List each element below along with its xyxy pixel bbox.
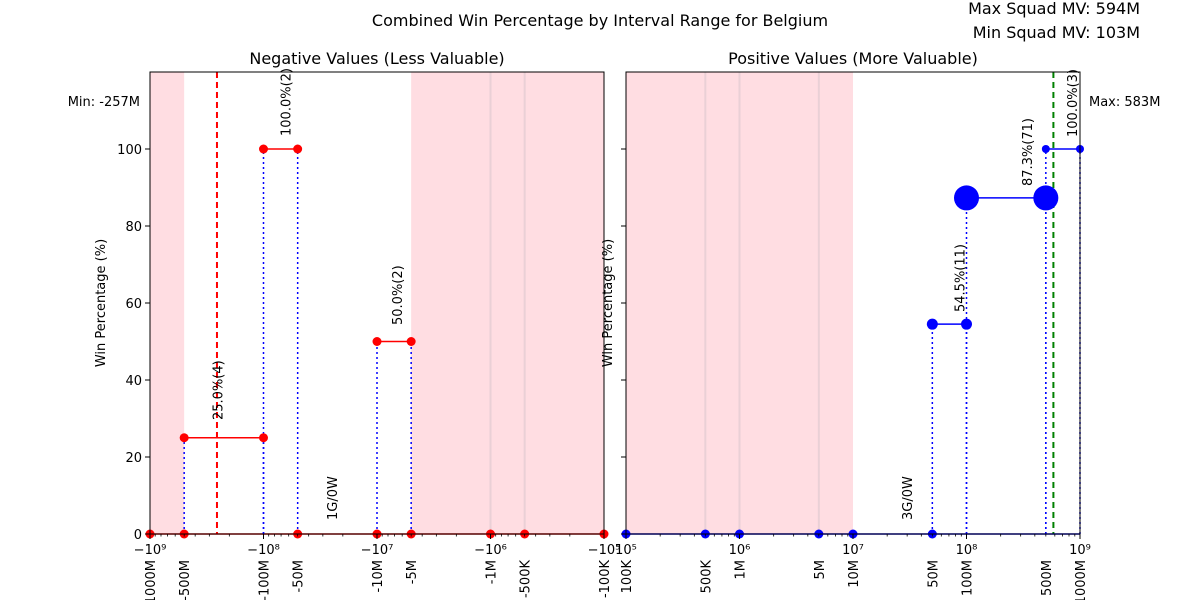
segment-label: 87.3%(71) xyxy=(1021,118,1036,186)
games-annotation: 3G/0W xyxy=(901,476,916,520)
interval-label: -500M xyxy=(178,560,193,600)
interval-label: -5M xyxy=(405,560,420,584)
interval-label: 100K xyxy=(620,560,635,594)
segment-point xyxy=(259,433,268,443)
segment-label: 25.0%(4) xyxy=(212,360,227,420)
x-tick-label: −10⁵ xyxy=(588,543,621,558)
interval-label: -50M xyxy=(292,560,307,592)
segment-label: 50.0%(2) xyxy=(391,265,406,325)
segment-point xyxy=(1033,185,1059,211)
interval-label: 500K xyxy=(699,560,714,594)
segment-point xyxy=(406,337,416,346)
chart-title: Combined Win Percentage by Interval Rang… xyxy=(372,11,828,30)
segment-point xyxy=(372,337,382,346)
segment-point xyxy=(259,144,268,154)
segment-label: 54.5%(11) xyxy=(953,244,968,312)
x-tick-label: 10⁷ xyxy=(842,543,864,558)
reference-line-label: Min: -257M xyxy=(68,95,140,110)
y-axis-label: Win Percentage (%) xyxy=(601,239,616,367)
segment-point xyxy=(1041,145,1050,153)
y-tick-label: 100 xyxy=(117,143,142,158)
interval-label: -100M xyxy=(258,560,273,600)
x-tick-label: 10⁵ xyxy=(615,543,637,558)
segment-point xyxy=(179,433,189,443)
interval-label: -500K xyxy=(519,560,534,599)
interval-label: -10M xyxy=(371,560,386,592)
x-tick-label: −10⁹ xyxy=(134,543,167,558)
x-tick-label: −10⁶ xyxy=(474,543,507,558)
y-tick-label: 20 xyxy=(125,451,142,466)
x-tick-label: 10⁶ xyxy=(729,543,751,558)
segment-label: 100.0%(3) xyxy=(1066,69,1081,137)
shaded-range xyxy=(411,72,604,534)
negative-values-panel: Min: -257M 25.0%(4) 100.0%(2) 50.0%(2) 1G/0W… xyxy=(68,49,621,600)
interval-label: 1M xyxy=(734,560,749,580)
min-squad-mv-label: Min Squad MV: 103M xyxy=(973,23,1140,42)
interval-label: 1000M xyxy=(1074,560,1089,600)
interval-label: -1M xyxy=(485,560,500,584)
positive-values-panel: Max: 583M 54.5%(11) 87.3%(71) 100.0%(3) 3G/0… xyxy=(601,49,1160,600)
segment-point xyxy=(954,185,979,211)
interval-label: 50M xyxy=(926,560,941,588)
interval-label: 5M xyxy=(813,560,828,580)
max-squad-mv-label: Max Squad MV: 594M xyxy=(968,0,1140,18)
y-tick-label: 80 xyxy=(125,220,142,235)
x-tick-label: 10⁹ xyxy=(1069,543,1091,558)
shaded-range xyxy=(150,72,185,534)
segment-point xyxy=(926,318,938,330)
y-tick-label: 0 xyxy=(134,528,142,543)
segment-label: 100.0%(2) xyxy=(280,68,295,136)
segment-point xyxy=(293,144,303,154)
panel-title: Positive Values (More Valuable) xyxy=(728,49,978,68)
x-tick-label: −10⁸ xyxy=(247,543,280,558)
segment-point xyxy=(961,318,972,330)
x-tick-label: −10⁷ xyxy=(361,543,394,558)
x-tick-label: 10⁸ xyxy=(956,543,978,558)
interval-label: 500M xyxy=(1040,560,1055,596)
panel-title: Negative Values (Less Valuable) xyxy=(249,49,504,68)
games-annotation: 1G/0W xyxy=(326,476,341,520)
reference-line-label: Max: 583M xyxy=(1089,95,1160,110)
y-tick-label: 60 xyxy=(125,297,142,312)
interval-label: 100M xyxy=(961,560,976,596)
interval-label: 10M xyxy=(847,560,862,588)
interval-label: -1000M xyxy=(144,560,159,600)
y-axis-label: Win Percentage (%) xyxy=(94,239,109,367)
interval-label: -100K xyxy=(598,560,613,599)
y-tick-label: 40 xyxy=(125,374,142,389)
